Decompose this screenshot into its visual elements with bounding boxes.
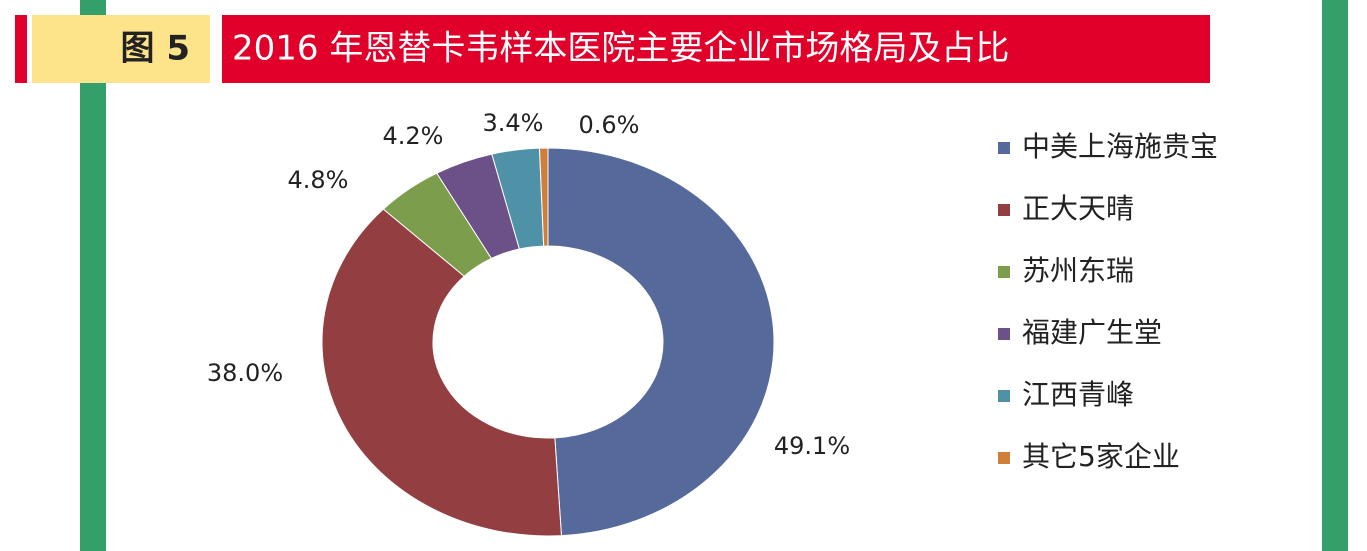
data-label: 0.6% — [579, 111, 640, 139]
data-label: 38.0% — [207, 359, 283, 387]
legend-label: 中美上海施贵宝 — [1022, 130, 1218, 163]
donut-slice — [321, 208, 563, 537]
legend-label: 其它5家企业 — [1022, 440, 1180, 473]
legend-swatch — [998, 204, 1010, 216]
donut-slice — [547, 147, 775, 537]
figure-label-box — [32, 15, 210, 83]
legend-label: 苏州东瑞 — [1022, 254, 1134, 287]
title-banner — [222, 15, 1210, 83]
header-accent — [15, 15, 27, 83]
legend-swatch — [998, 390, 1010, 402]
side-bar — [1322, 0, 1348, 551]
data-label: 4.2% — [383, 122, 444, 150]
legend-swatch — [998, 142, 1010, 154]
data-label: 4.8% — [288, 166, 349, 194]
donut-slice — [538, 147, 549, 247]
side-bar — [80, 0, 106, 551]
legend-label: 福建广生堂 — [1022, 316, 1162, 349]
legend-label: 江西青峰 — [1022, 378, 1134, 411]
figure-label: 图 5 — [121, 29, 191, 69]
legend-swatch — [998, 452, 1010, 464]
chart-title: 2016 年恩替卡韦样本医院主要企业市场格局及占比 — [232, 29, 1009, 69]
legend-swatch — [998, 328, 1010, 340]
data-label: 3.4% — [483, 109, 544, 137]
legend-swatch — [998, 266, 1010, 278]
data-label: 49.1% — [774, 432, 850, 460]
legend-label: 正大天晴 — [1022, 192, 1134, 225]
